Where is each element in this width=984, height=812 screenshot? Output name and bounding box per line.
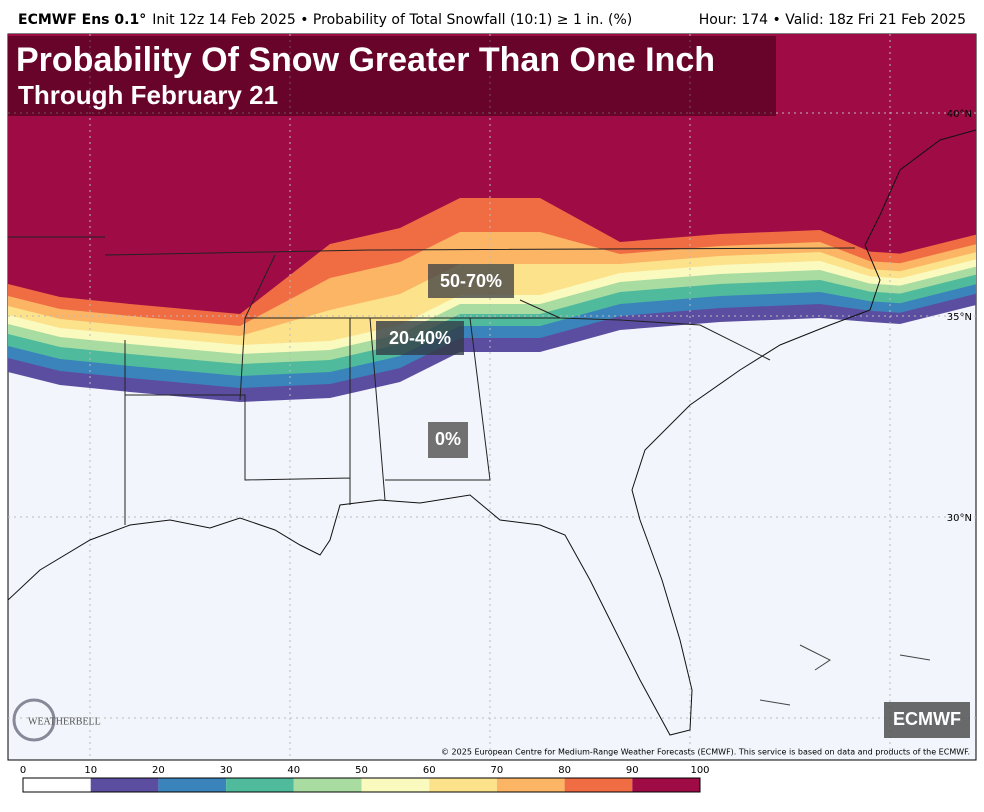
colorbar-tick-label: 90	[626, 765, 639, 776]
colorbar-tick-label: 20	[152, 765, 165, 776]
colorbar-tick-label: 60	[423, 765, 436, 776]
color-swatch	[632, 778, 700, 792]
latitude-label: 30°N	[947, 513, 972, 524]
annotation: 50-70%	[440, 271, 502, 291]
boundaries	[8, 34, 976, 760]
latitude-label: 35°N	[947, 312, 972, 323]
subtitle: Through February 21	[18, 80, 278, 110]
colorbar-tick-label: 10	[84, 765, 97, 776]
label-box	[428, 264, 514, 298]
title: Probability Of Snow Greater Than One Inc…	[16, 41, 715, 79]
colorbar-tick-label: 30	[220, 765, 233, 776]
color-swatch	[564, 778, 633, 792]
state-lines	[8, 236, 856, 525]
color-swatch	[429, 778, 497, 792]
color-swatch	[226, 778, 294, 792]
header-right: Hour: 174 • Valid: 18z Fri 21 Feb 2025	[699, 12, 966, 28]
colorbar-tick-label: 0	[20, 765, 26, 776]
coastline	[8, 129, 976, 736]
colorbar-tick-label: 40	[287, 765, 300, 776]
logo-icon	[12, 698, 56, 742]
badge: ECMWF	[893, 709, 961, 729]
color-swatch	[496, 778, 565, 792]
model: ECMWF Ens 0.1°	[18, 12, 146, 28]
colorbar: 0 10 20 30 40 50 60 70 80 90 100	[20, 765, 710, 793]
color-swatch	[158, 778, 227, 792]
title-panel	[8, 36, 776, 116]
copyright: © 2025 European Centre for Medium-Range …	[441, 748, 970, 757]
colorbar-tick-label: 70	[491, 765, 504, 776]
description: Init 12z 14 Feb 2025 • Probability of To…	[152, 12, 632, 28]
graticule	[8, 34, 976, 760]
color-swatch	[90, 778, 159, 792]
color-swatch	[23, 778, 91, 792]
annotation: 20-40%	[389, 328, 451, 348]
islands	[759, 644, 931, 706]
annotation: 0%	[435, 429, 461, 449]
color-swatch	[361, 778, 430, 792]
label-box	[376, 321, 464, 355]
colorbar-tick-label: 100	[690, 765, 709, 776]
badge-box	[884, 702, 970, 738]
colorbar-tick-label: 50	[355, 765, 368, 776]
latitude-label: 40°N	[947, 109, 972, 120]
logo: WEATHERBELL	[28, 716, 101, 727]
label-box	[428, 422, 468, 458]
colorbar-tick-label: 80	[558, 765, 571, 776]
color-swatch	[293, 778, 362, 792]
colorbar-frame	[22, 777, 701, 793]
header-left: ECMWF Ens 0.1° Init 12z 14 Feb 2025 • Pro…	[18, 12, 632, 28]
